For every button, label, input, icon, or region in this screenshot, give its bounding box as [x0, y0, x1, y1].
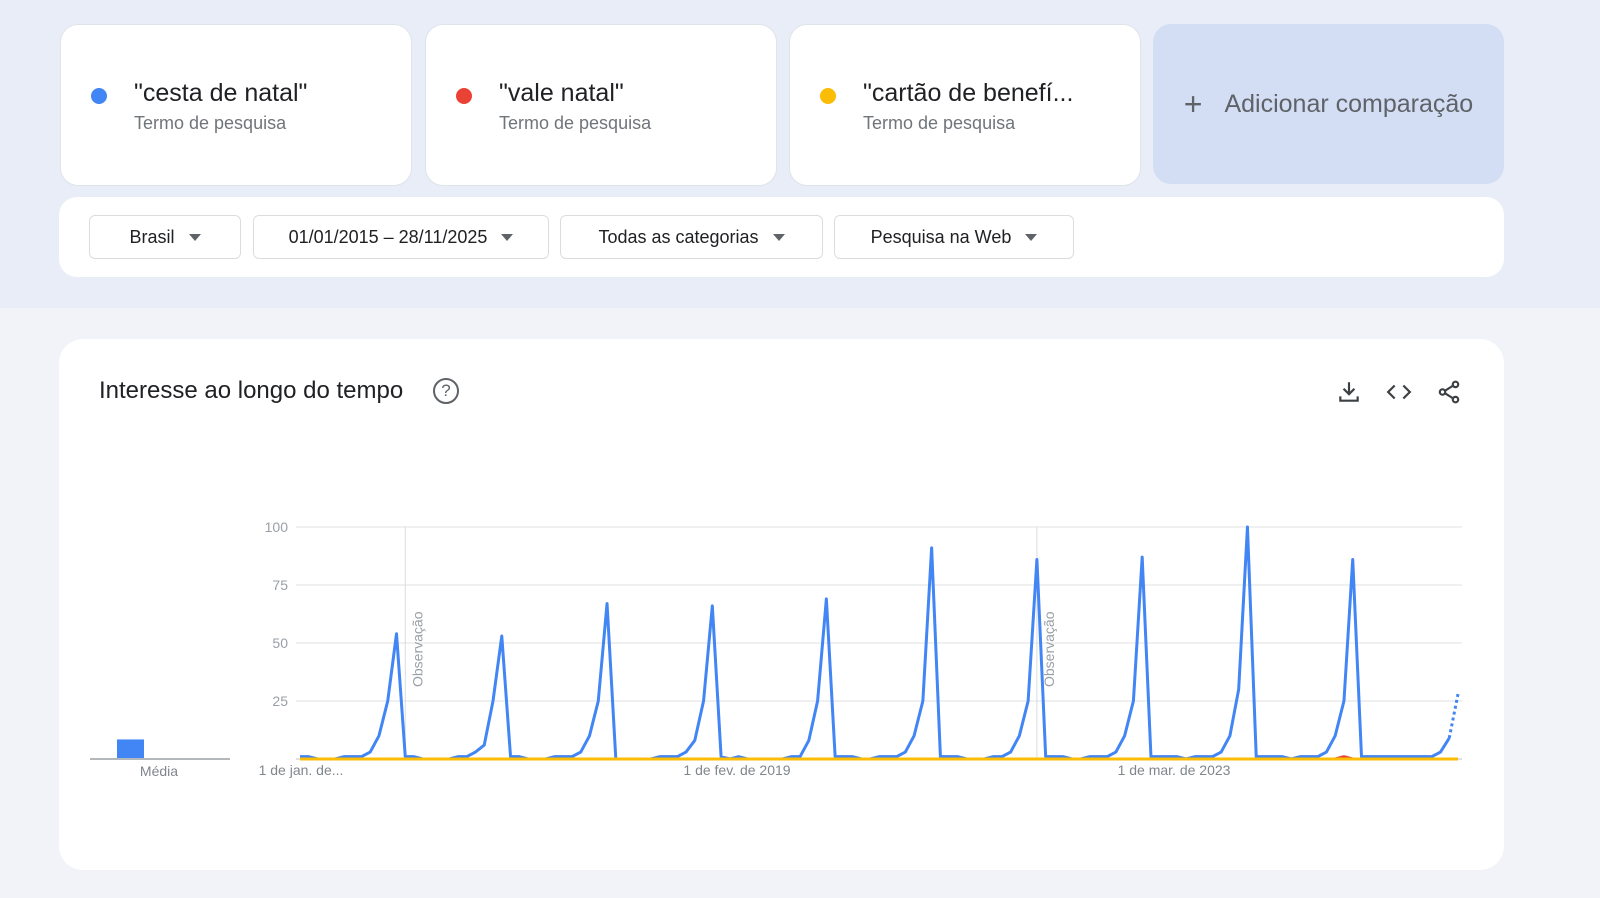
add-comparison-label: Adicionar comparação [1224, 89, 1474, 118]
comparison-card-1[interactable]: "cesta de natal" Termo de pesquisa [60, 24, 412, 186]
y-tick-label: 25 [272, 693, 288, 709]
caret-down-icon [188, 233, 201, 241]
series-color-dot [820, 88, 836, 104]
category-value: Todas as categorias [598, 226, 759, 247]
term-label: "cesta de natal" [134, 79, 308, 107]
period-value: 01/01/2015 – 28/11/2025 [288, 226, 488, 247]
caret-down-icon [1025, 233, 1038, 241]
download-icon[interactable] [1336, 379, 1362, 405]
add-comparison-button[interactable]: + Adicionar comparação [1153, 24, 1504, 184]
term-label: "cartão de benefí... [863, 79, 1074, 107]
category-select[interactable]: Todas as categorias [560, 215, 823, 259]
annotation-label[interactable]: Observação [1041, 611, 1057, 687]
comparison-card-3[interactable]: "cartão de benefí... Termo de pesquisa [789, 24, 1141, 186]
plus-icon: + [1183, 85, 1203, 122]
embed-code-icon[interactable] [1386, 379, 1412, 405]
region-value: Brasil [129, 226, 175, 247]
help-icon[interactable]: ? [433, 378, 459, 404]
x-tick-label: 1 de mar. de 2023 [1118, 762, 1231, 778]
x-tick-label: 1 de jan. de... [259, 762, 344, 778]
search-type-select[interactable]: Pesquisa na Web [834, 215, 1074, 259]
period-select[interactable]: 01/01/2015 – 28/11/2025 [253, 215, 549, 259]
search-type-value: Pesquisa na Web [870, 226, 1012, 247]
series-color-dot [91, 88, 107, 104]
annotation-label[interactable]: Observação [409, 611, 425, 687]
term-label: "vale natal" [499, 79, 624, 107]
y-tick-label: 75 [272, 577, 288, 593]
series-color-dot [456, 88, 472, 104]
y-tick-label: 50 [272, 635, 288, 651]
average-bar [117, 739, 144, 758]
y-tick-label: 100 [265, 519, 289, 535]
term-type: Termo de pesquisa [499, 113, 652, 133]
average-label: Média [140, 763, 178, 779]
x-tick-label: 1 de fev. de 2019 [683, 762, 790, 778]
term-type: Termo de pesquisa [134, 113, 287, 133]
region-select[interactable]: Brasil [89, 215, 241, 259]
comparison-card-2[interactable]: "vale natal" Termo de pesquisa [425, 24, 777, 186]
interest-over-time-panel: Interesse ao longo do tempo ? [59, 339, 1504, 870]
share-icon[interactable] [1436, 379, 1462, 405]
panel-title: Interesse ao longo do tempo [99, 377, 404, 404]
series-partial-segment [1447, 693, 1460, 739]
filters-bar: Brasil 01/01/2015 – 28/11/2025 Todas as … [59, 197, 1504, 277]
caret-down-icon [501, 233, 514, 241]
term-type: Termo de pesquisa [863, 113, 1016, 133]
caret-down-icon [772, 233, 785, 241]
